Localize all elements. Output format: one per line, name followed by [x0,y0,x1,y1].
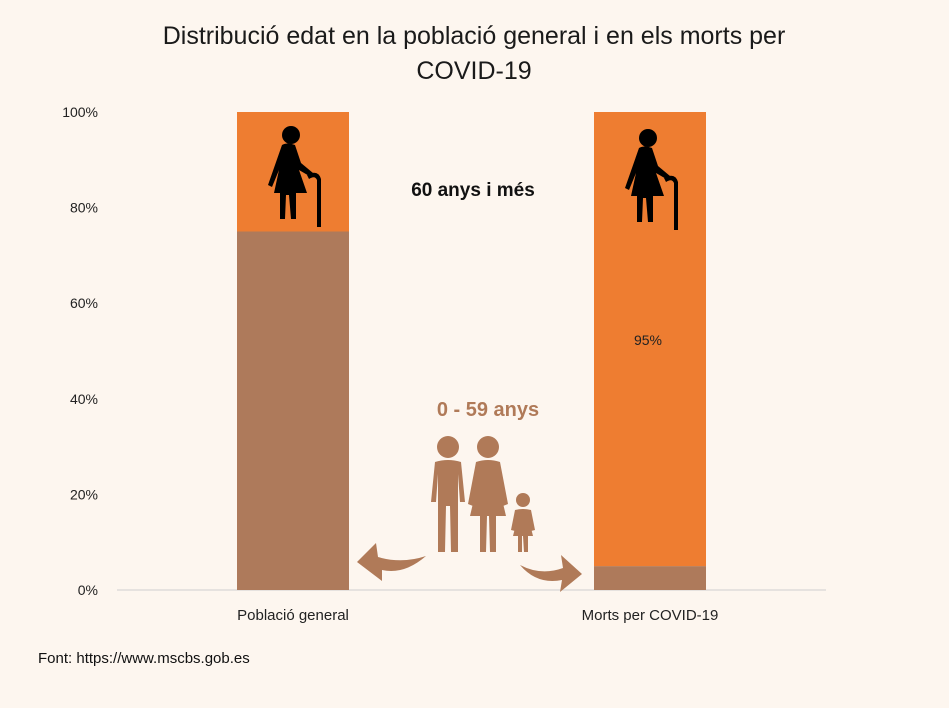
x-axis-labels: Població general Morts per COVID-19 [237,607,718,624]
chart-title-line-1: Distribució edat en la població general … [163,22,786,50]
bar-segment [237,231,349,590]
chart-title-line-2: COVID-19 [416,57,531,85]
y-tick-label: 100% [62,104,98,120]
y-axis: 0% 20% 40% 60% 80% 100% [62,104,98,598]
annotation-60-plus: 60 anys i més [411,180,535,201]
y-tick-label: 40% [70,391,98,407]
curved-arrow-icon [357,543,582,592]
data-label-95: 95% [634,332,662,348]
annotation-0-59: 0 - 59 anys [437,399,539,421]
y-tick-label: 20% [70,486,98,502]
family-icon [431,436,535,552]
source-note: Font: https://www.mscbs.gob.es [38,650,250,667]
x-category-label: Morts per COVID-19 [582,607,719,624]
y-tick-label: 80% [70,200,98,216]
bar-segment [594,566,706,590]
chart-title: Distribució edat en la població general … [163,22,786,85]
x-category-label: Població general [237,607,349,624]
y-tick-label: 60% [70,295,98,311]
y-tick-label: 0% [78,582,98,598]
